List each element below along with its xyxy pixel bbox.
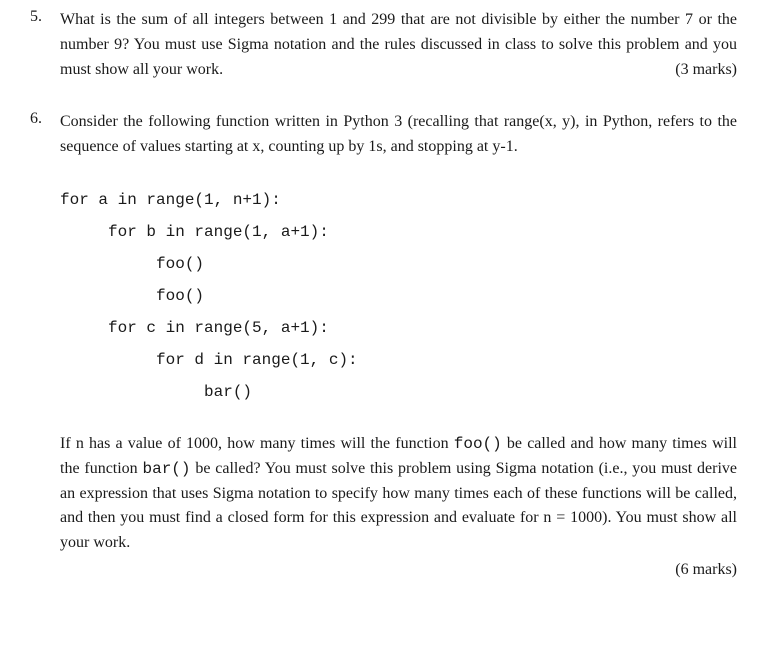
question-5: 5. What is the sum of all integers betwe… (30, 8, 737, 82)
question-6-followup: If n has a value of 1000, how many times… (60, 432, 737, 583)
bar-inline: bar() (143, 460, 191, 478)
question-6-intro: Consider the following function written … (60, 110, 737, 160)
question-5-text: What is the sum of all integers between … (60, 11, 737, 78)
question-6-header: 6. Consider the following function writt… (30, 110, 737, 160)
question-6-marks: (6 marks) (60, 558, 737, 583)
question-5-header: 5. What is the sum of all integers betwe… (30, 8, 737, 82)
question-5-number: 5. (30, 8, 60, 26)
question-5-body: What is the sum of all integers between … (60, 8, 737, 82)
question-6: 6. Consider the following function writt… (30, 110, 737, 582)
question-6-code: for a in range(1, n+1): for b in range(1… (60, 184, 737, 408)
question-6-number: 6. (30, 110, 60, 128)
foo-inline: foo() (454, 435, 502, 453)
question-6-followup-p1: If n has a value of 1000, how many times… (60, 435, 454, 452)
question-5-marks: (3 marks) (675, 58, 737, 83)
